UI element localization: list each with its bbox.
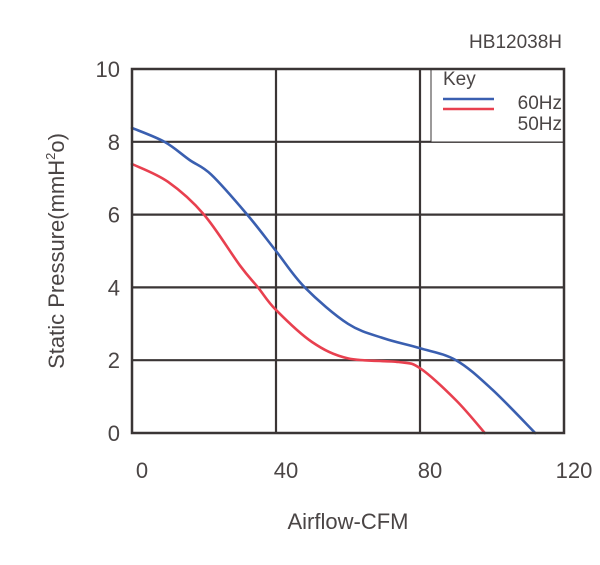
x-tick-label: 120	[556, 458, 593, 483]
chart-title: HB12038H	[469, 32, 562, 53]
series-line-50hz	[130, 162, 487, 435]
plot-frame	[130, 67, 566, 435]
y-tick-label: 10	[96, 57, 120, 82]
y-axis-ticks: 0 2 4 6 8 10	[96, 57, 120, 446]
y-axis-label: Static Pressure(mmH2o)	[43, 133, 69, 369]
legend-label-50hz: 50Hz	[518, 114, 562, 135]
legend-title: Key	[443, 69, 476, 90]
y-tick-label: 4	[108, 275, 120, 300]
data-series	[130, 126, 537, 435]
legend: Key 60Hz 50Hz	[430, 68, 565, 143]
y-tick-label: 8	[108, 130, 120, 155]
x-tick-label: 80	[418, 458, 442, 483]
y-tick-label: 0	[108, 421, 120, 446]
x-axis-ticks: 0 40 80 120	[136, 458, 592, 483]
x-tick-label: 0	[136, 458, 148, 483]
y-tick-label: 6	[108, 203, 120, 228]
legend-box	[430, 68, 565, 143]
series-line-60hz	[130, 126, 537, 435]
x-axis-label: Airflow-CFM	[288, 509, 409, 534]
x-tick-label: 40	[274, 458, 298, 483]
legend-label-60hz: 60Hz	[518, 93, 562, 114]
y-tick-label: 2	[108, 348, 120, 373]
